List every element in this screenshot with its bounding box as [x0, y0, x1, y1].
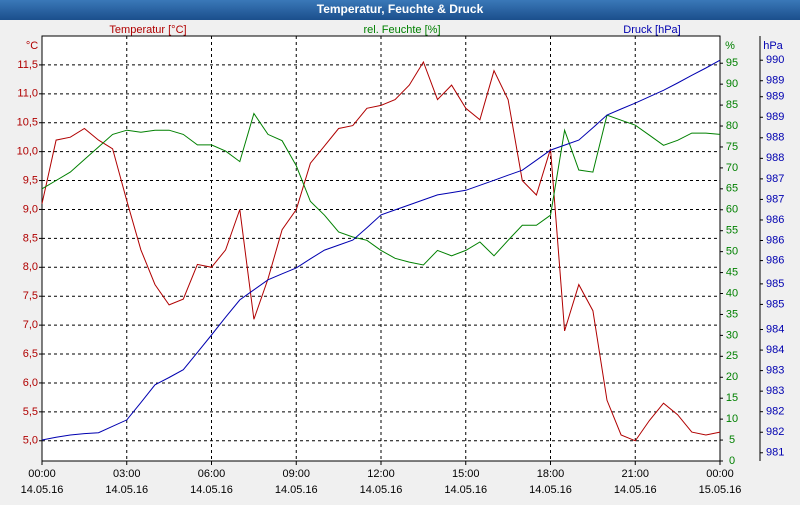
data-line [41, 59, 721, 441]
y-tick-label: 10,0 [17, 146, 38, 158]
y2-tick-label: 40 [726, 287, 738, 299]
y3-tick-label: 982 [766, 426, 784, 438]
y2-tick-label: 55 [726, 225, 738, 237]
chart-title: Temperatur, Feuchte & Druck [317, 2, 484, 16]
y3-tick-label: 986 [766, 214, 784, 226]
y3-tick-label: 986 [766, 234, 784, 246]
y2-tick-label: 35 [726, 308, 738, 320]
y3-tick-label: 987 [766, 193, 784, 205]
x-tick-date: 14.05.16 [614, 484, 657, 496]
y-tick-label: 8,0 [23, 261, 38, 273]
y3-tick-label: 985 [766, 298, 784, 310]
y2-tick-label: 15 [726, 392, 738, 404]
legend-entry: Temperatur [°C] [109, 24, 186, 36]
x-tick-label: 12:00 [367, 468, 395, 480]
y2-tick-label: 30 [726, 329, 738, 341]
x-tick-label: 21:00 [621, 468, 649, 480]
y2-tick-label: 80 [726, 120, 738, 132]
y3-tick-label: 984 [766, 344, 784, 356]
y3-tick-label: 989 [766, 75, 784, 87]
x-tick-date: 14.05.16 [444, 484, 487, 496]
y-tick-label: 11,5 [17, 59, 38, 71]
y3-tick-label: 988 [766, 152, 784, 164]
y-tick-label: 9,0 [23, 203, 38, 215]
x-tick-date: 14.05.16 [190, 484, 233, 496]
y2-tick-label: 90 [726, 78, 738, 90]
x-tick-label: 00:00 [28, 468, 56, 480]
legend-entry: Druck [hPa] [623, 24, 680, 36]
y2-tick-label: 65 [726, 183, 738, 195]
y2-tick-label: 50 [726, 246, 738, 258]
y3-tick-label: 982 [766, 406, 784, 418]
y3-axis-label: hPa [763, 40, 783, 52]
y3-tick-label: 981 [766, 447, 784, 459]
y2-tick-label: 10 [726, 413, 738, 425]
data-line [41, 60, 721, 442]
y2-tick-label: 75 [726, 141, 738, 153]
legend-entry: rel. Feuchte [%] [363, 24, 440, 36]
y2-tick-label: 95 [726, 57, 738, 69]
y2-axis-label: % [725, 40, 735, 52]
x-tick-date: 14.05.16 [105, 484, 148, 496]
y-axis-label: °C [26, 40, 38, 52]
y3-tick-label: 989 [766, 91, 784, 103]
x-tick-date: 14.05.16 [21, 484, 64, 496]
y3-tick-label: 985 [766, 278, 784, 290]
y-tick-label: 7,0 [23, 319, 38, 331]
y3-tick-label: 984 [766, 323, 784, 335]
y3-tick-label: 986 [766, 255, 784, 267]
x-tick-label: 15:00 [452, 468, 480, 480]
y2-tick-label: 45 [726, 266, 738, 278]
y3-tick-label: 983 [766, 365, 784, 377]
y-tick-label: 10,5 [17, 117, 38, 129]
x-tick-date: 15.05.16 [699, 484, 742, 496]
y2-tick-label: 25 [726, 350, 738, 362]
x-tick-label: 03:00 [113, 468, 141, 480]
x-tick-label: 18:00 [537, 468, 565, 480]
x-tick-label: 09:00 [282, 468, 310, 480]
y2-tick-label: 60 [726, 204, 738, 216]
y-tick-label: 5,0 [23, 435, 38, 447]
y-tick-label: 7,5 [23, 290, 38, 302]
y2-tick-label: 70 [726, 162, 738, 174]
x-tick-label: 00:00 [706, 468, 734, 480]
y-tick-label: 9,5 [23, 174, 38, 186]
y2-tick-label: 85 [726, 99, 738, 111]
y2-tick-label: 20 [726, 371, 738, 383]
y-tick-label: 11,0 [17, 88, 38, 100]
x-tick-date: 14.05.16 [275, 484, 318, 496]
y-tick-label: 8,5 [23, 232, 38, 244]
y3-tick-label: 989 [766, 111, 784, 123]
x-tick-date: 14.05.16 [529, 484, 572, 496]
title-bar [0, 0, 800, 20]
y3-tick-label: 983 [766, 385, 784, 397]
x-tick-label: 06:00 [198, 468, 226, 480]
y3-tick-label: 990 [766, 54, 784, 66]
y3-tick-label: 987 [766, 173, 784, 185]
y-tick-label: 6,5 [23, 348, 38, 360]
y2-tick-label: 0 [729, 455, 735, 467]
x-tick-date: 14.05.16 [360, 484, 403, 496]
y-tick-label: 6,0 [23, 377, 38, 389]
y3-tick-label: 988 [766, 132, 784, 144]
y2-tick-label: 5 [729, 434, 735, 446]
y-tick-label: 5,5 [23, 406, 38, 418]
